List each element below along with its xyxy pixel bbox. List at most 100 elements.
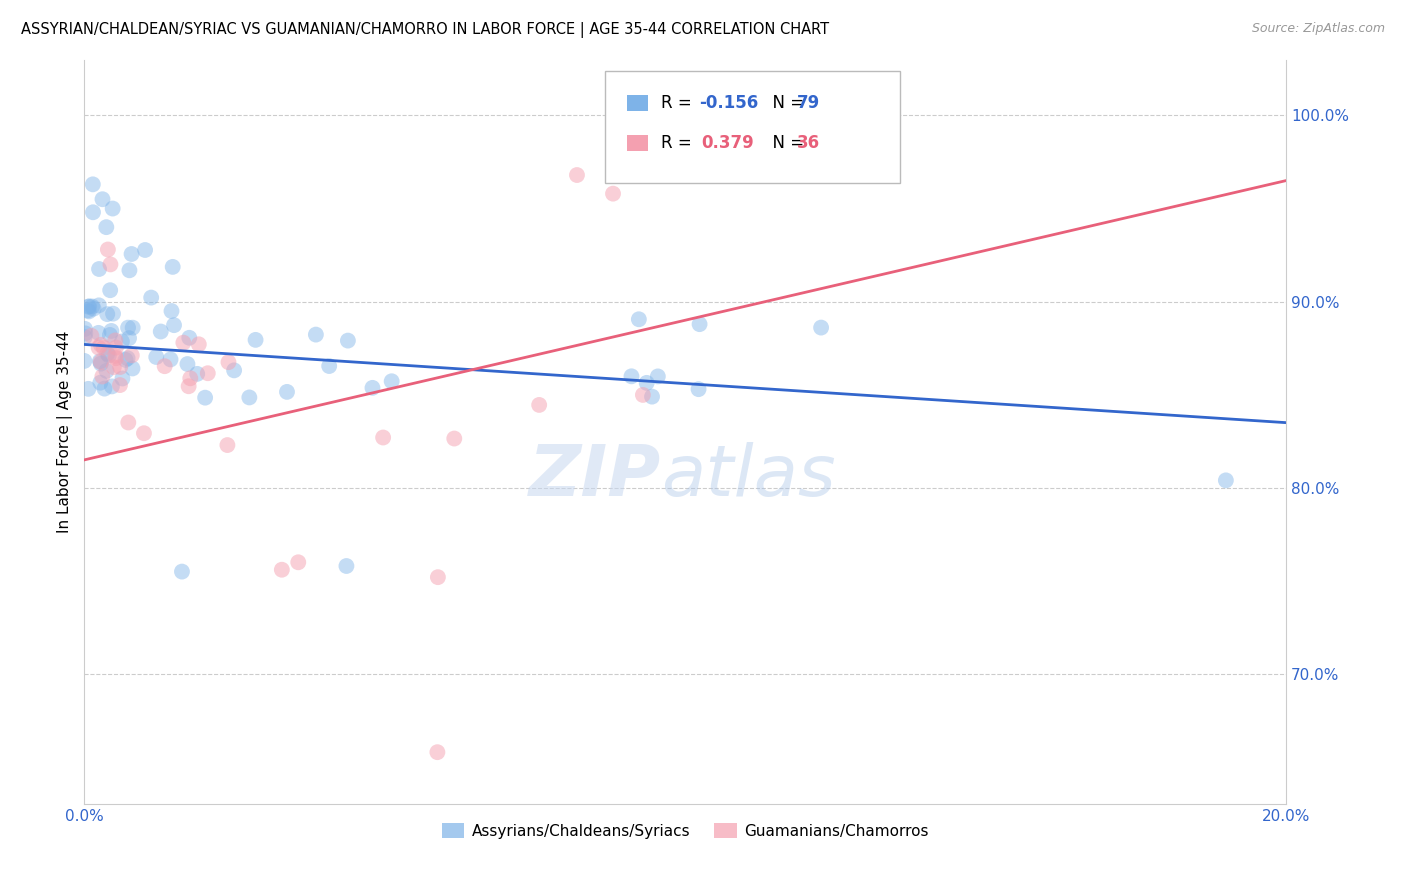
- Point: [224, 363, 246, 377]
- Point: [96, 346, 118, 360]
- Text: Source: ZipAtlas.com: Source: ZipAtlas.com: [1251, 22, 1385, 36]
- Text: -0.156: -0.156: [699, 94, 758, 112]
- Point: [426, 745, 449, 759]
- Text: N =: N =: [762, 134, 810, 152]
- Point: [163, 318, 186, 333]
- Point: [87, 298, 110, 312]
- Point: [1215, 474, 1237, 488]
- Point: [96, 307, 118, 321]
- Point: [104, 341, 127, 355]
- Point: [75, 326, 97, 341]
- Point: [89, 376, 111, 390]
- Point: [118, 331, 141, 345]
- Point: [93, 382, 115, 396]
- Point: [381, 374, 404, 388]
- Point: [443, 432, 465, 446]
- Point: [197, 366, 219, 380]
- Point: [82, 178, 104, 192]
- Point: [245, 333, 267, 347]
- Point: [602, 186, 624, 201]
- Point: [103, 360, 125, 375]
- Point: [238, 391, 260, 405]
- Point: [179, 331, 201, 345]
- Point: [101, 202, 124, 216]
- Point: [688, 382, 710, 396]
- Point: [287, 555, 309, 569]
- Text: 79: 79: [797, 94, 821, 112]
- Point: [172, 335, 194, 350]
- Point: [134, 243, 156, 257]
- Point: [626, 99, 648, 113]
- Point: [170, 565, 193, 579]
- Point: [90, 357, 112, 371]
- Point: [77, 382, 100, 396]
- Text: R =: R =: [661, 134, 697, 152]
- Point: [179, 371, 201, 385]
- Point: [371, 430, 394, 444]
- Point: [108, 359, 131, 374]
- Point: [101, 307, 124, 321]
- Point: [162, 260, 184, 274]
- Point: [132, 426, 155, 441]
- Point: [176, 357, 198, 371]
- Text: 0.379: 0.379: [702, 134, 755, 152]
- Point: [217, 438, 239, 452]
- Point: [97, 348, 120, 362]
- Point: [73, 354, 96, 368]
- Point: [426, 570, 449, 584]
- Text: ASSYRIAN/CHALDEAN/SYRIAC VS GUAMANIAN/CHAMORRO IN LABOR FORCE | AGE 35-44 CORREL: ASSYRIAN/CHALDEAN/SYRIAC VS GUAMANIAN/CH…: [21, 22, 830, 38]
- Y-axis label: In Labor Force | Age 35-44: In Labor Force | Age 35-44: [58, 331, 73, 533]
- Point: [97, 243, 120, 257]
- Point: [631, 388, 654, 402]
- Point: [153, 359, 176, 374]
- Point: [641, 390, 664, 404]
- Point: [565, 168, 588, 182]
- Point: [73, 330, 96, 344]
- Point: [77, 299, 100, 313]
- Point: [218, 355, 240, 369]
- Point: [305, 327, 328, 342]
- Point: [121, 320, 143, 334]
- Point: [77, 300, 100, 314]
- Point: [636, 376, 658, 390]
- Text: N =: N =: [762, 94, 810, 112]
- Point: [91, 192, 114, 206]
- Point: [121, 348, 143, 362]
- Point: [117, 351, 139, 366]
- Point: [98, 283, 121, 297]
- Point: [318, 359, 340, 373]
- Point: [104, 334, 127, 348]
- Point: [810, 320, 832, 334]
- Point: [82, 300, 104, 314]
- Point: [77, 304, 100, 318]
- Point: [90, 338, 112, 352]
- Point: [91, 369, 114, 384]
- Point: [76, 303, 98, 318]
- Point: [141, 291, 163, 305]
- Point: [96, 364, 118, 378]
- Point: [111, 371, 134, 385]
- Point: [100, 324, 122, 338]
- Point: [186, 367, 208, 381]
- Point: [111, 334, 134, 349]
- Point: [104, 349, 127, 363]
- Point: [187, 337, 209, 351]
- Point: [83, 301, 105, 316]
- Point: [89, 354, 111, 368]
- Point: [145, 350, 167, 364]
- Point: [114, 352, 136, 367]
- Point: [627, 312, 650, 326]
- Point: [647, 369, 669, 384]
- Point: [335, 559, 357, 574]
- Point: [336, 334, 359, 348]
- Point: [87, 262, 110, 277]
- Point: [121, 361, 143, 376]
- Point: [276, 384, 298, 399]
- Point: [118, 263, 141, 277]
- Point: [527, 398, 550, 412]
- Point: [689, 317, 711, 331]
- Point: [108, 378, 131, 392]
- Point: [620, 369, 643, 384]
- Point: [82, 205, 104, 219]
- Point: [90, 355, 112, 369]
